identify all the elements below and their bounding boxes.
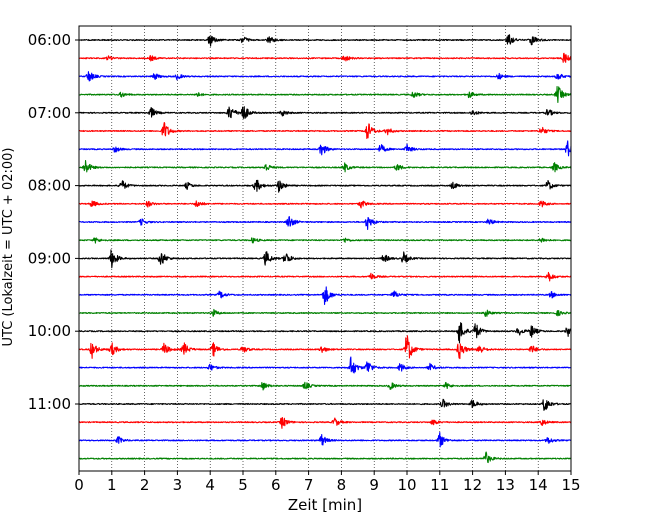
y-tick-label: 08:00 [28,177,71,195]
x-tick-label: 11 [430,476,449,494]
traces-group [78,34,572,464]
grid-lines [111,26,539,471]
y-tick-label: 06:00 [28,31,71,49]
seismogram-trace-0600 [78,34,572,47]
seismogram-trace-0900 [78,249,572,269]
seismogram-trace-0915 [78,271,572,282]
seismogram-trace-1100 [78,398,572,411]
seismogram-trace-1130 [78,431,572,448]
x-axis: 0 1 2 3 4 5 6 7 8 9 10 11 12 13 14 15 [74,471,581,494]
x-axis-label: Zeit [min] [288,496,362,514]
x-tick-label: 6 [271,476,281,494]
seismogram-trace-0630 [78,71,572,82]
y-tick-label: 11:00 [28,395,71,413]
seismogram-trace-1015 [78,335,572,360]
y-tick-label: 10:00 [28,322,71,340]
x-tick-label: 1 [107,476,117,494]
seismogram-trace-0700 [78,106,572,119]
x-tick-label: 14 [529,476,548,494]
x-tick-label: 3 [173,476,183,494]
x-tick-label: 15 [561,476,580,494]
x-tick-label: 12 [463,476,482,494]
seismogram-trace-1145 [78,451,572,464]
seismogram-trace-0800 [78,179,572,193]
seismogram-trace-0615 [78,52,572,63]
seismogram-trace-1000 [78,322,572,344]
y-tick-label: 07:00 [28,104,71,122]
seismogram-trace-0715 [78,121,572,140]
x-tick-label: 0 [74,476,84,494]
seismogram-trace-0745 [78,160,572,173]
x-tick-label: 9 [369,476,379,494]
x-tick-label: 13 [496,476,515,494]
seismogram-trace-1030 [78,356,572,374]
x-tick-label: 7 [304,476,314,494]
seismogram-trace-1045 [78,381,572,391]
seismogram-trace-1115 [78,416,572,429]
y-axis: 06:00 07:00 08:00 09:00 10:00 11:00 [28,31,79,413]
seismogram-trace-0930 [78,286,572,306]
x-tick-label: 8 [337,476,347,494]
seismogram-trace-0815 [78,200,572,209]
seismogram-trace-0730 [78,140,572,157]
y-axis-label: UTC (Lokalzeit = UTC + 02:00) [1,148,16,347]
plot-frame [78,25,572,472]
seismogram-trace-0645 [78,86,572,103]
x-tick-label: 4 [205,476,215,494]
x-tick-label: 2 [140,476,150,494]
seismogram-trace-0845 [78,237,572,244]
y-tick-label: 09:00 [28,249,71,267]
x-tick-label: 5 [238,476,248,494]
seismogram-trace-0830 [78,216,572,231]
seismogram-trace-0945 [78,308,572,317]
x-tick-label: 10 [397,476,416,494]
